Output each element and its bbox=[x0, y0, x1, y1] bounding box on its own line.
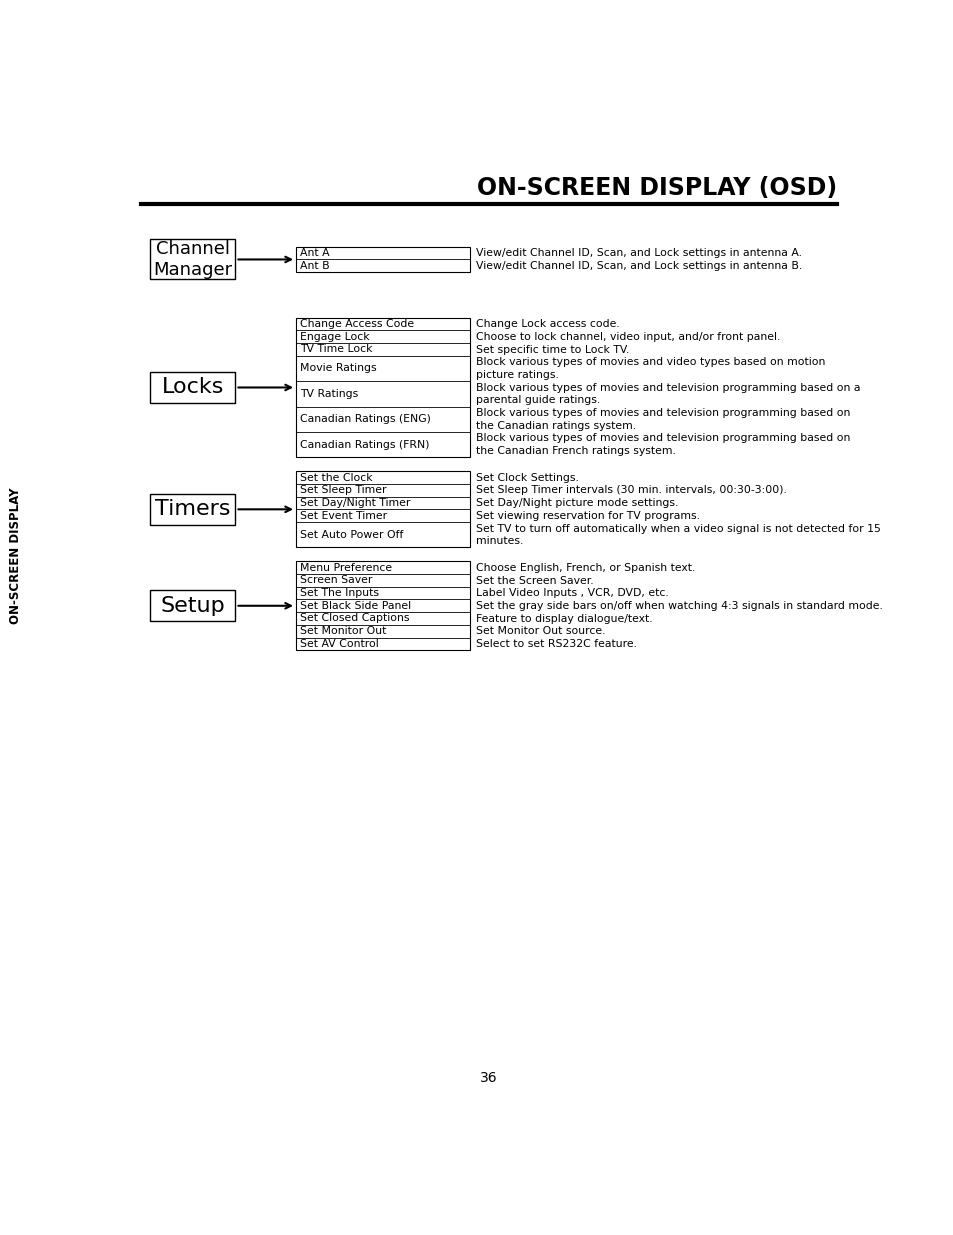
Text: Set Event Timer: Set Event Timer bbox=[299, 511, 387, 521]
Bar bbox=[150, 372, 235, 403]
Text: Block various types of movies and television programming based on a
parental gui: Block various types of movies and televi… bbox=[476, 383, 860, 405]
Text: Set Monitor Out source.: Set Monitor Out source. bbox=[476, 626, 604, 636]
Text: Locks: Locks bbox=[161, 378, 224, 398]
Bar bbox=[150, 494, 235, 525]
Text: Choose English, French, or Spanish text.: Choose English, French, or Spanish text. bbox=[476, 563, 695, 573]
Text: Menu Preference: Menu Preference bbox=[299, 563, 392, 573]
Text: Feature to display dialogue/text.: Feature to display dialogue/text. bbox=[476, 614, 652, 624]
Text: 36: 36 bbox=[479, 1071, 497, 1084]
Text: Set AV Control: Set AV Control bbox=[299, 638, 378, 648]
Text: Set Sleep Timer intervals (30 min. intervals, 00:30-3:00).: Set Sleep Timer intervals (30 min. inter… bbox=[476, 485, 786, 495]
Text: ON-SCREEN DISPLAY (OSD): ON-SCREEN DISPLAY (OSD) bbox=[476, 177, 836, 200]
Text: Block various types of movies and television programming based on
the Canadian F: Block various types of movies and televi… bbox=[476, 433, 849, 456]
Bar bbox=[295, 317, 469, 457]
Text: TV Ratings: TV Ratings bbox=[299, 389, 357, 399]
Text: Label Video Inputs , VCR, DVD, etc.: Label Video Inputs , VCR, DVD, etc. bbox=[476, 588, 668, 598]
Text: Set Clock Settings.: Set Clock Settings. bbox=[476, 473, 578, 483]
Text: ON-SCREEN DISPLAY: ON-SCREEN DISPLAY bbox=[9, 488, 22, 624]
Bar bbox=[295, 472, 469, 547]
Text: Block various types of movies and television programming based on
the Canadian r: Block various types of movies and televi… bbox=[476, 408, 849, 431]
Text: Change Lock access code.: Change Lock access code. bbox=[476, 319, 618, 330]
Text: Setup: Setup bbox=[160, 595, 225, 616]
Bar bbox=[295, 561, 469, 651]
Text: Choose to lock channel, video input, and/or front panel.: Choose to lock channel, video input, and… bbox=[476, 332, 780, 342]
Text: Channel
Manager: Channel Manager bbox=[153, 240, 233, 279]
Text: Set the Screen Saver.: Set the Screen Saver. bbox=[476, 576, 593, 585]
Text: Set the gray side bars on/off when watching 4:3 signals in standard mode.: Set the gray side bars on/off when watch… bbox=[476, 601, 882, 611]
Text: Set Sleep Timer: Set Sleep Timer bbox=[299, 485, 386, 495]
Text: Change Access Code: Change Access Code bbox=[299, 319, 414, 329]
Text: View/edit Channel ID, Scan, and Lock settings in antenna B.: View/edit Channel ID, Scan, and Lock set… bbox=[476, 261, 801, 270]
Text: Set Closed Captions: Set Closed Captions bbox=[299, 614, 409, 624]
Text: Screen Saver: Screen Saver bbox=[299, 576, 372, 585]
Text: Set the Clock: Set the Clock bbox=[299, 473, 372, 483]
Bar bbox=[295, 247, 469, 272]
Bar bbox=[150, 240, 235, 279]
Text: Canadian Ratings (FRN): Canadian Ratings (FRN) bbox=[299, 440, 429, 450]
Text: Set Monitor Out: Set Monitor Out bbox=[299, 626, 386, 636]
Text: TV Time Lock: TV Time Lock bbox=[299, 345, 372, 354]
Text: Set Black Side Panel: Set Black Side Panel bbox=[299, 600, 411, 611]
Text: Ant B: Ant B bbox=[299, 261, 329, 270]
Text: View/edit Channel ID, Scan, and Lock settings in antenna A.: View/edit Channel ID, Scan, and Lock set… bbox=[476, 248, 801, 258]
Text: Canadian Ratings (ENG): Canadian Ratings (ENG) bbox=[299, 414, 430, 425]
Text: Movie Ratings: Movie Ratings bbox=[299, 363, 376, 373]
Text: Engage Lock: Engage Lock bbox=[299, 332, 369, 342]
Bar bbox=[150, 590, 235, 621]
Text: Timers: Timers bbox=[155, 499, 231, 520]
Text: Set viewing reservation for TV programs.: Set viewing reservation for TV programs. bbox=[476, 511, 699, 521]
Text: Set Day/Night Timer: Set Day/Night Timer bbox=[299, 498, 410, 508]
Text: Block various types of movies and video types based on motion
picture ratings.: Block various types of movies and video … bbox=[476, 357, 824, 380]
Text: Set specific time to Lock TV.: Set specific time to Lock TV. bbox=[476, 345, 628, 354]
Text: Set Auto Power Off: Set Auto Power Off bbox=[299, 530, 403, 540]
Text: Set TV to turn off automatically when a video signal is not detected for 15
minu: Set TV to turn off automatically when a … bbox=[476, 524, 880, 546]
Text: Set The Inputs: Set The Inputs bbox=[299, 588, 378, 598]
Text: Select to set RS232C feature.: Select to set RS232C feature. bbox=[476, 638, 636, 650]
Text: Ant A: Ant A bbox=[299, 248, 329, 258]
Text: Set Day/Night picture mode settings.: Set Day/Night picture mode settings. bbox=[476, 498, 678, 508]
